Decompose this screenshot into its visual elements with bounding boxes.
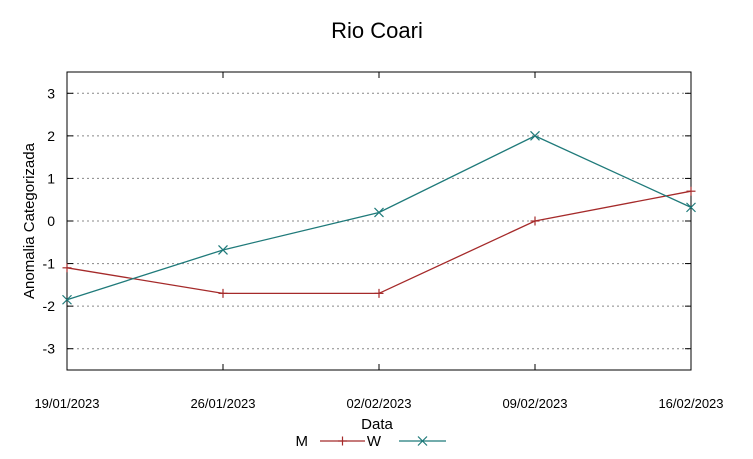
x-tick-label: 09/02/2023 (502, 396, 567, 411)
series-lines (62, 130, 696, 305)
series-marker (530, 130, 540, 141)
y-axis-label: Anomalia Categorizada (21, 142, 38, 299)
x-tick-label: 02/02/2023 (346, 396, 411, 411)
series-line-M (66, 190, 692, 295)
y-tick-label: -3 (43, 341, 56, 357)
series-marker (686, 202, 696, 213)
x-tick-label: 26/01/2023 (190, 396, 255, 411)
x-axis-label: Data (361, 416, 393, 433)
y-tick-label: 2 (47, 128, 55, 144)
y-tick-label: 3 (47, 85, 55, 101)
y-tick-label: -2 (43, 298, 56, 314)
chart-title: Rio Coari (331, 18, 423, 43)
legend-label: W (367, 433, 382, 450)
series-line-W (66, 135, 692, 301)
y-axis-ticks: 3 2 1 0 -1 -2 -3 (43, 85, 691, 357)
x-tick-label: 19/01/2023 (34, 396, 99, 411)
y-tick-label: 0 (47, 213, 55, 229)
y-tick-label: 1 (47, 170, 55, 186)
y-tick-label: -1 (43, 256, 56, 272)
series-marker (374, 207, 384, 218)
x-tick-label: 16/02/2023 (658, 396, 723, 411)
series-marker (62, 294, 72, 305)
series-marker (417, 436, 428, 446)
series-marker (218, 245, 228, 255)
x-axis-ticks: 19/01/2023 26/01/2023 02/02/2023 09/02/2023… (34, 72, 724, 411)
legend-label: M (296, 433, 309, 450)
grid-lines (67, 92, 691, 350)
